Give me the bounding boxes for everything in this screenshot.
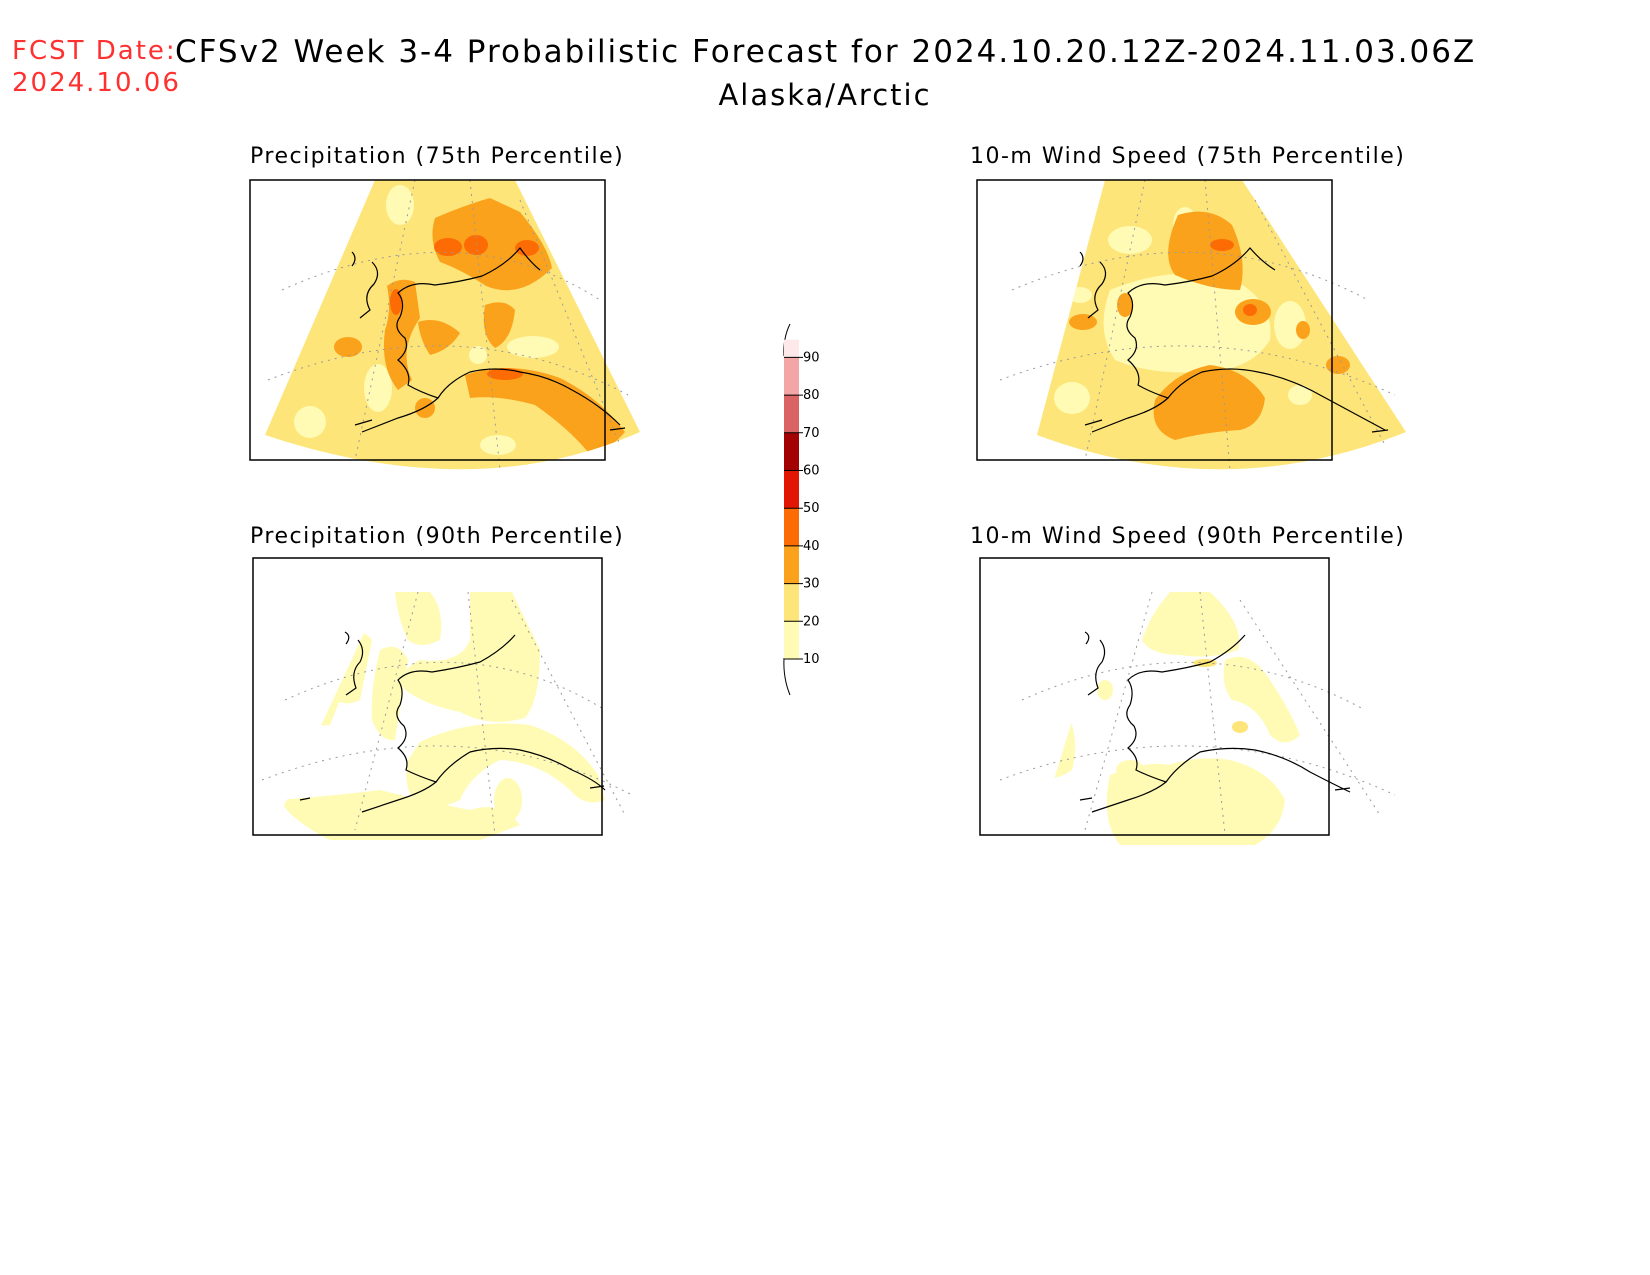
fcst-date-label: FCST Date: — [12, 36, 177, 66]
colorbar-swatch — [784, 583, 799, 622]
graticule — [267, 179, 629, 471]
colorbar-tick-label: 40 — [803, 539, 820, 554]
colorbar-tick-label: 80 — [803, 388, 820, 403]
shade-20-30 — [1232, 721, 1248, 733]
panel-title-wind-75: 10-m Wind Speed (75th Percentile) — [970, 144, 1406, 169]
graticule — [261, 591, 633, 836]
map-panel-precip-90 — [252, 557, 633, 840]
map-panel-wind-75 — [976, 179, 1406, 471]
colorbar-swatch — [784, 508, 799, 546]
panel-title-precip-90: Precipitation (90th Percentile) — [250, 524, 625, 549]
colorbar-swatch — [784, 339, 799, 358]
alaska-coastline — [1079, 631, 1351, 813]
colorbar-tick-label: 10 — [803, 652, 820, 667]
colorbar-swatch — [784, 470, 799, 509]
colorbar-swatch — [784, 545, 799, 584]
panel-frame — [979, 557, 1330, 836]
colorbar-tick-label: 60 — [803, 464, 820, 479]
panel-frame — [249, 179, 606, 461]
graticule — [999, 179, 1396, 471]
map-panel-wind-90 — [979, 557, 1396, 845]
colorbar-tick-label: 90 — [803, 350, 820, 365]
colorbar-swatch — [784, 395, 799, 433]
colorbar-swatch — [784, 621, 799, 659]
alaska-coastline — [1079, 247, 1389, 433]
colorbar-top-arrow — [783, 323, 791, 357]
alaska-coastline — [351, 247, 626, 433]
fcst-date-value: 2024.10.06 — [12, 68, 181, 98]
shade-40-50 — [390, 235, 539, 380]
colorbar-swatch — [784, 357, 799, 396]
colorbar-bottom-arrow — [783, 657, 791, 696]
colorbar-tick-label: 30 — [803, 577, 820, 592]
alaska-coastline — [299, 631, 606, 813]
colorbar-tick-label: 50 — [803, 501, 820, 516]
panel-title-wind-90: 10-m Wind Speed (90th Percentile) — [970, 524, 1406, 549]
shade-10-20 — [280, 592, 605, 840]
colorbar: 10 20 30 40 50 60 70 80 90 — [783, 323, 820, 696]
map-panel-precip-75 — [249, 179, 640, 471]
shade-10-20 — [1040, 592, 1300, 845]
graticule — [999, 591, 1396, 836]
main-title: CFSv2 Week 3-4 Probabilistic Forecast fo… — [175, 34, 1477, 70]
colorbar-tick-label: 20 — [803, 614, 820, 629]
colorbar-tick-label: 70 — [803, 426, 820, 441]
shade-40-50 — [1210, 239, 1257, 316]
colorbar-swatch — [784, 432, 799, 471]
region-title: Alaska/Arctic — [718, 78, 932, 112]
panel-title-precip-75: Precipitation (75th Percentile) — [250, 144, 625, 169]
panel-frame — [976, 179, 1333, 461]
panel-frame — [252, 557, 603, 836]
